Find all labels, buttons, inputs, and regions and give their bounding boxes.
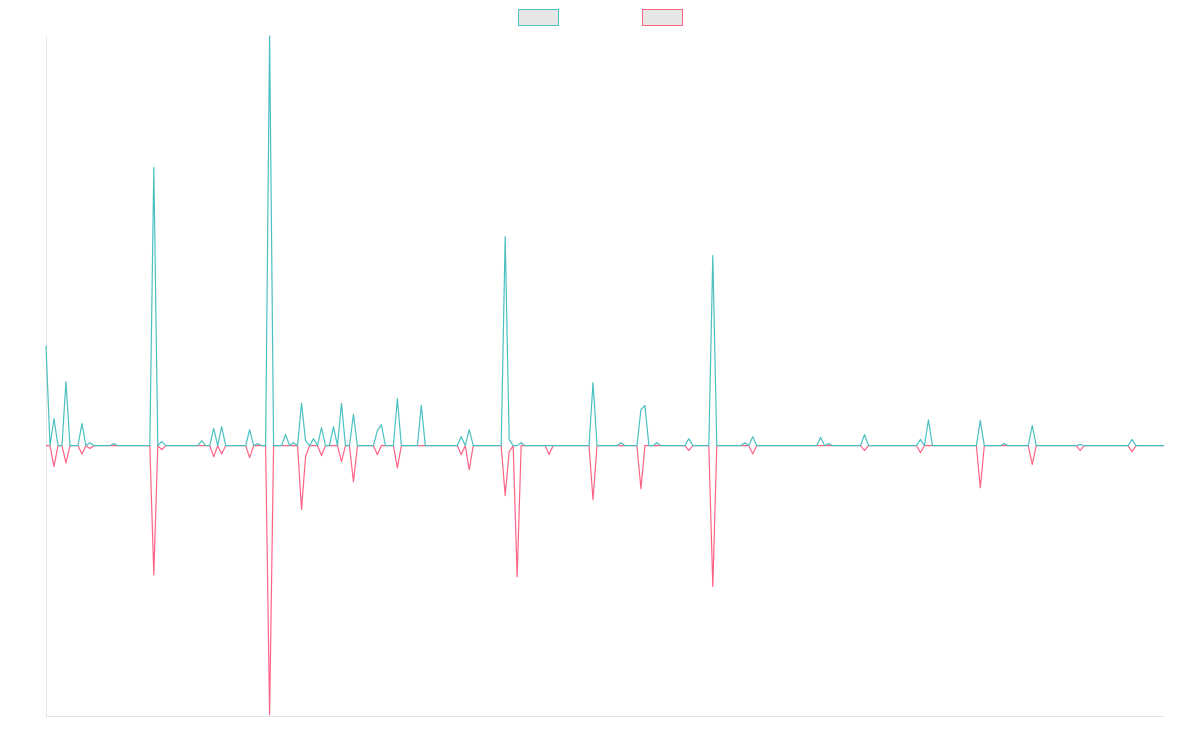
legend-swatch[interactable] — [642, 9, 683, 26]
legend-swatch[interactable] — [518, 9, 559, 26]
series-line — [46, 445, 1164, 716]
series-line — [45, 35, 1164, 447]
